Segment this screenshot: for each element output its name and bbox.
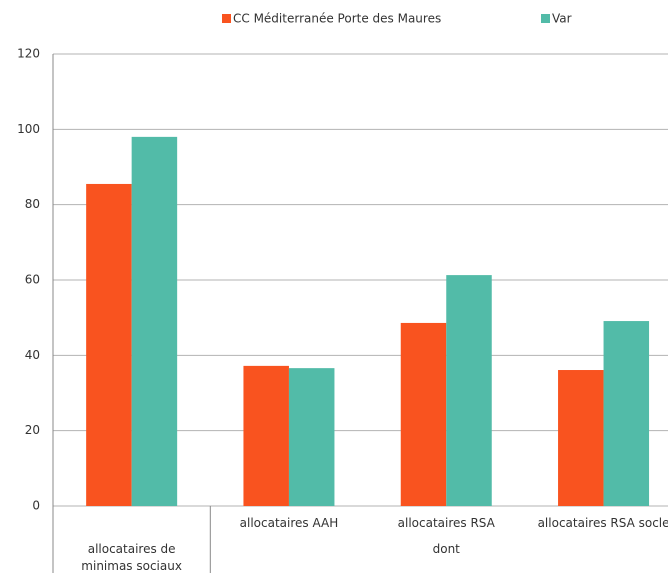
y-tick-label: 40 [25,348,40,362]
bar [400,322,447,506]
x-tick-label: allocataires de minimas sociaux [81,542,182,573]
y-tick-label: 20 [25,423,40,437]
bar [243,365,289,506]
x-tick-label: allocataires AAH [239,516,339,530]
bar [446,275,492,506]
bar [603,321,650,506]
bar [131,136,178,506]
x-tick-label: allocataires RSA [397,516,495,530]
x-group-label: dont [432,542,460,556]
bar [558,370,604,506]
y-tick-label: 80 [25,197,40,211]
bar [86,183,132,506]
legend-swatch [541,14,550,23]
legend-swatch [222,14,231,23]
y-tick-label: 60 [25,273,40,287]
x-tick-label: allocataires RSA socle [537,516,668,530]
bar [288,368,335,506]
y-tick-label: 100 [17,122,40,136]
y-tick-label: 120 [17,47,40,61]
legend-label: Var [552,12,572,26]
y-tick-label: 0 [32,499,40,513]
legend-label: CC Méditerranée Porte des Maures [233,12,441,26]
